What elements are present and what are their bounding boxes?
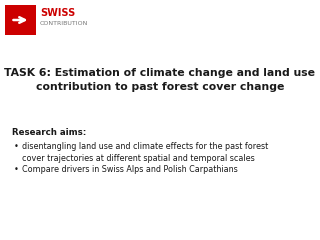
Text: •: •: [14, 165, 19, 174]
Text: SWISS: SWISS: [40, 8, 75, 18]
Text: Research aims:: Research aims:: [12, 128, 86, 137]
Text: CONTRIBUTION: CONTRIBUTION: [40, 21, 88, 26]
Text: Compare drivers in Swiss Alps and Polish Carpathians: Compare drivers in Swiss Alps and Polish…: [22, 165, 238, 174]
Text: TASK 6: Estimation of climate change and land use
contribution to past forest co: TASK 6: Estimation of climate change and…: [4, 68, 316, 92]
Text: •: •: [14, 142, 19, 151]
Bar: [5, 5, 36, 35]
Text: disentangling land use and climate effects for the past forest
cover trajectorie: disentangling land use and climate effec…: [22, 142, 268, 163]
